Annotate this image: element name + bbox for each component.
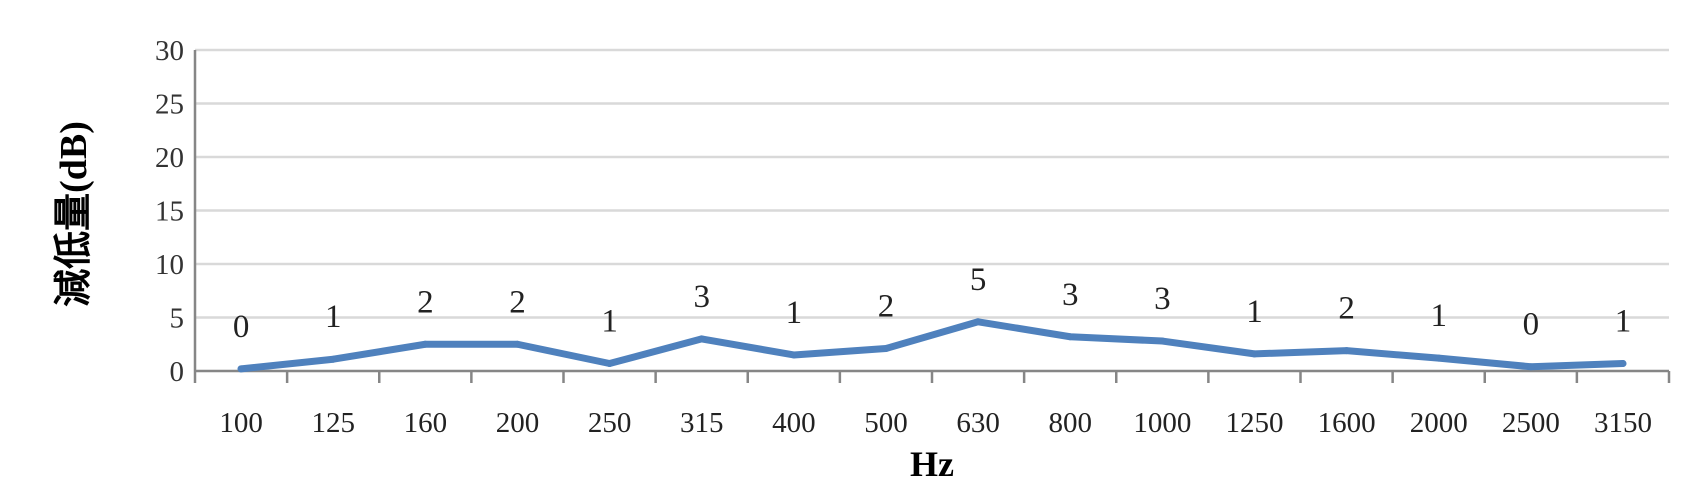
data-point [1250, 350, 1258, 358]
x-tick-label: 125 [311, 407, 355, 439]
x-tick-label: 200 [496, 407, 540, 439]
data-label: 1 [786, 295, 803, 331]
data-label: 5 [970, 262, 987, 298]
data-label: 1 [1246, 294, 1263, 330]
y-tick-label: 20 [155, 142, 184, 174]
data-point [1066, 333, 1074, 341]
series-line [237, 318, 1627, 373]
data-labels: 0 1 2 2 1 3 1 2 5 3 3 1 2 1 0 1 [233, 262, 1631, 345]
data-point [1158, 337, 1166, 345]
x-tick-labels: 100 125 160 200 250 315 400 500 630 800 1000 1250 16… [219, 407, 1652, 439]
y-tick-label: 0 [170, 356, 185, 388]
x-tick-label: 100 [219, 407, 263, 439]
x-tick-label: 1000 [1133, 407, 1191, 439]
y-tick-labels: 0 5 10 15 20 25 30 [155, 35, 184, 388]
data-point [606, 360, 614, 368]
x-axis-title: Hz [910, 444, 954, 484]
data-label: 1 [601, 304, 618, 340]
data-label: 3 [1062, 277, 1079, 313]
y-tick-label: 15 [155, 196, 184, 228]
data-point [882, 345, 890, 353]
y-tick-label: 5 [170, 303, 185, 335]
x-tick-label: 630 [956, 407, 1000, 439]
data-point [1343, 347, 1351, 355]
x-tick-label: 400 [772, 407, 816, 439]
data-point [698, 335, 706, 343]
data-point [513, 340, 521, 348]
data-label: 1 [1430, 298, 1447, 334]
data-label: 0 [1523, 307, 1540, 343]
gridlines [195, 48, 1669, 319]
data-point [1527, 363, 1535, 371]
x-tick-label: 2500 [1502, 407, 1560, 439]
series-line-path [237, 318, 1627, 373]
x-tick-label: 500 [864, 407, 908, 439]
x-tick-label: 800 [1048, 407, 1092, 439]
data-label: 1 [1615, 304, 1632, 340]
data-label: 3 [1154, 281, 1171, 317]
x-tick-label: 315 [680, 407, 724, 439]
x-tick-label: 3150 [1594, 407, 1652, 439]
y-tick-label: 30 [155, 35, 184, 67]
x-tick-label: 160 [404, 407, 448, 439]
data-label: 2 [1338, 291, 1355, 327]
x-tick-label: 1600 [1318, 407, 1376, 439]
y-tick-label: 10 [155, 249, 184, 281]
data-label: 3 [693, 279, 710, 315]
data-label: 2 [417, 284, 434, 320]
data-label: 2 [509, 284, 526, 320]
data-point [1435, 354, 1443, 362]
y-tick-label: 25 [155, 89, 184, 121]
data-label: 2 [878, 289, 895, 325]
data-point [974, 318, 982, 326]
data-point [237, 365, 245, 373]
data-label: 0 [233, 309, 250, 345]
data-point [1619, 360, 1627, 368]
x-tick-label: 1250 [1225, 407, 1283, 439]
x-tick-label: 2000 [1410, 407, 1468, 439]
data-point [790, 351, 798, 359]
data-label: 1 [325, 299, 342, 335]
data-point [329, 355, 337, 363]
data-point [421, 340, 429, 348]
x-tick-label: 250 [588, 407, 632, 439]
axes [193, 50, 1671, 383]
y-axis-title: 減低量(dB) [53, 121, 95, 307]
